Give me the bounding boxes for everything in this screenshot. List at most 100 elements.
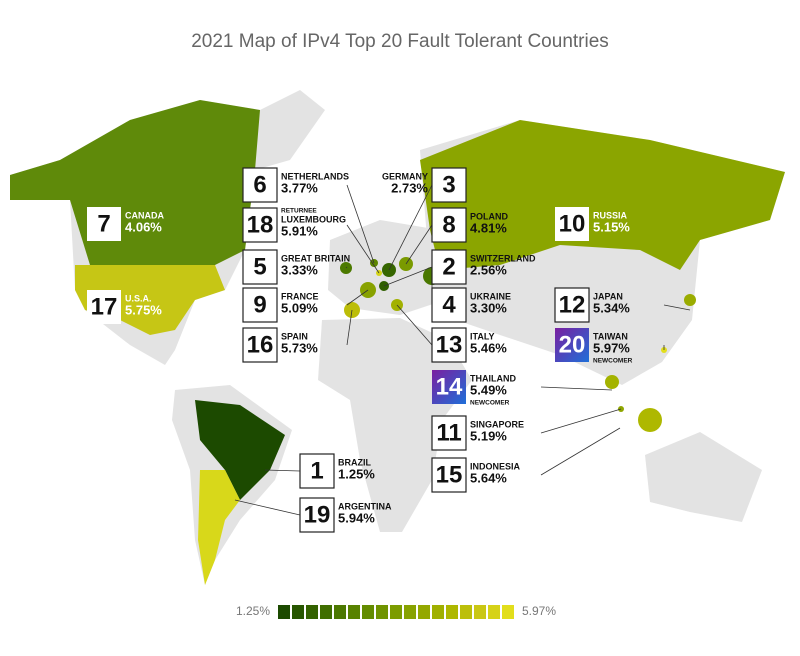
country-name: CANADA — [125, 210, 164, 220]
country-shape — [10, 100, 260, 265]
rank-box — [431, 457, 467, 493]
country-shape — [198, 470, 240, 585]
country-name: TAIWAN — [593, 331, 628, 341]
country-value: 3.33% — [281, 262, 318, 277]
country-name: RUSSIA — [593, 210, 628, 220]
legend-min: 1.25% — [236, 604, 270, 618]
rank-number: 16 — [247, 331, 274, 358]
country-value: 3.77% — [281, 180, 318, 195]
rank-box — [555, 328, 589, 362]
country-name: JAPAN — [593, 291, 623, 301]
rank-number: 12 — [559, 291, 586, 318]
rank-number: 4 — [442, 291, 456, 318]
rank-number: 2 — [442, 253, 455, 280]
leader-line — [346, 309, 353, 346]
legend-swatch — [446, 605, 458, 619]
rank-number: 5 — [253, 253, 266, 280]
legend-max: 5.97% — [522, 604, 556, 618]
country-value: 5.91% — [281, 223, 318, 238]
country-shape — [420, 120, 785, 270]
country-value: 5.75% — [125, 302, 162, 317]
legend-swatch — [292, 605, 304, 619]
rank-number: 14 — [436, 373, 463, 400]
country-value: 1.25% — [338, 466, 375, 481]
leader-line — [264, 469, 301, 472]
country-value: 5.46% — [470, 340, 507, 355]
country-note: RETURNEE — [281, 208, 317, 215]
rank-box — [431, 327, 467, 363]
rank-box — [299, 497, 335, 533]
leader-line — [405, 224, 433, 265]
legend-swatch — [404, 605, 416, 619]
legend-swatch — [306, 605, 318, 619]
rank-box — [431, 287, 467, 323]
title: 2021 Map of IPv4 Top 20 Fault Tolerant C… — [191, 31, 609, 52]
country-name: INDONESIA — [470, 461, 521, 471]
country-value: 5.19% — [470, 428, 507, 443]
legend-swatch — [460, 605, 472, 619]
rank-box — [299, 453, 335, 489]
legend-swatch — [390, 605, 402, 619]
country-name: FRANCE — [281, 291, 319, 301]
rank-number: 19 — [304, 501, 331, 528]
leader-line — [345, 266, 348, 269]
rank-number: 11 — [436, 419, 461, 446]
country-name: SINGAPORE — [470, 419, 524, 429]
country-shape — [195, 400, 285, 500]
country-value: 5.97% — [593, 340, 630, 355]
legend-swatch — [502, 605, 514, 619]
leader-line — [663, 304, 691, 311]
legend-swatch — [488, 605, 500, 619]
country-value: 5.09% — [281, 300, 318, 315]
leader-line — [396, 304, 433, 346]
rank-box — [431, 415, 467, 451]
leader-line — [234, 499, 301, 516]
rank-number: 7 — [97, 210, 110, 237]
rank-box — [431, 167, 467, 203]
country-name: POLAND — [470, 211, 509, 221]
country-value: 5.15% — [593, 219, 630, 234]
country-value: 4.81% — [470, 220, 507, 235]
country-shape — [684, 294, 696, 306]
leader-line — [540, 408, 622, 434]
country-value: 5.34% — [593, 300, 630, 315]
country-name: SPAIN — [281, 331, 308, 341]
country-value: 4.06% — [125, 219, 162, 234]
rank-box — [87, 290, 121, 324]
legend-swatch — [418, 605, 430, 619]
country-name: SWITZERLAND — [470, 253, 536, 263]
legend-swatch — [362, 605, 374, 619]
country-value: 3.30% — [470, 300, 507, 315]
country-note: NEWCOMER — [470, 400, 510, 407]
rank-number: 18 — [247, 211, 274, 238]
rank-number: 6 — [253, 171, 266, 198]
rank-number: 8 — [442, 211, 455, 238]
legend-swatch — [432, 605, 444, 619]
rank-box — [242, 249, 278, 285]
legend-swatch — [474, 605, 486, 619]
leader-line — [540, 386, 613, 391]
country-name: LUXEMBOURG — [281, 214, 346, 224]
leader-line — [383, 266, 433, 287]
country-shape — [638, 408, 662, 432]
country-name: BRAZIL — [338, 457, 371, 467]
country-value: 5.49% — [470, 382, 507, 397]
legend-swatch — [348, 605, 360, 619]
rank-number: 13 — [436, 331, 463, 358]
rank-box — [87, 207, 121, 241]
legend-swatch — [334, 605, 346, 619]
country-value: 5.94% — [338, 510, 375, 525]
country-value: 5.64% — [470, 470, 507, 485]
rank-box — [242, 327, 278, 363]
leader-line — [388, 184, 433, 271]
rank-box — [431, 249, 467, 285]
rank-box — [242, 287, 278, 323]
rank-number: 10 — [559, 210, 586, 237]
country-name: GERMANY — [382, 171, 428, 181]
rank-box — [432, 370, 466, 404]
country-name: THAILAND — [470, 373, 516, 383]
country-shape — [605, 375, 619, 389]
rank-number: 9 — [253, 291, 266, 318]
leader-line — [346, 289, 369, 306]
